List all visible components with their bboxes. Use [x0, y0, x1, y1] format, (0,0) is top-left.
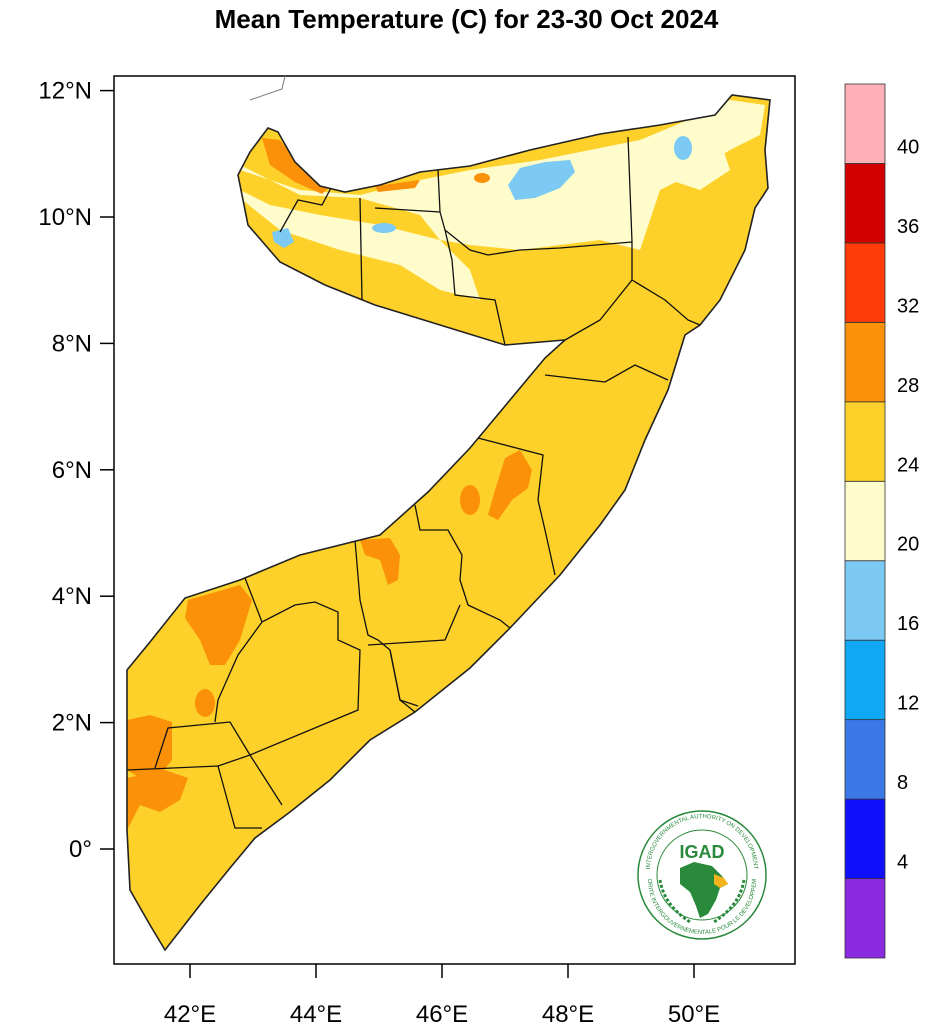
colorbar-bin — [844, 878, 886, 959]
colorbar-label: 28 — [897, 375, 919, 397]
colorbar-label: 16 — [897, 613, 919, 635]
colorbar-label: 20 — [897, 534, 919, 556]
colorbar-label: 32 — [897, 295, 919, 317]
lat-tick-label: 8°N — [52, 330, 92, 357]
colorbar: 4 8 12 16 20 24 28 32 36 40 — [844, 83, 919, 959]
map-title: Mean Temperature (C) for 23-30 Oct 2024 — [214, 4, 719, 34]
colorbar-bin — [844, 242, 886, 323]
colorbar-label: 12 — [897, 693, 919, 715]
lon-tick-label: 50°E — [668, 1001, 720, 1028]
colorbar-bin — [844, 719, 886, 800]
lat-tick-label: 6°N — [52, 457, 92, 484]
colorbar-label: 36 — [897, 216, 919, 238]
field-zone-28-32-southwest — [127, 715, 172, 778]
colorbar-bin — [844, 639, 886, 721]
field-zone-16-20-c — [372, 223, 396, 233]
region-boundaries — [127, 136, 701, 829]
colorbar-label: 8 — [897, 772, 908, 794]
colorbar-bin — [844, 163, 886, 244]
field-zone-28-32-north — [375, 180, 420, 192]
lat-tick-label: 10°N — [38, 204, 92, 231]
field-zone-28-32-west — [185, 585, 252, 665]
colorbar-label: 40 — [897, 136, 919, 158]
lon-axis: 42°E 44°E 46°E 48°E 50°E — [164, 964, 720, 1028]
field-zone-28-32-south-b — [195, 689, 215, 717]
horn-of-africa-highlight-icon — [714, 874, 728, 888]
field-zone-20-24-northeast — [640, 130, 730, 190]
lon-tick-label: 44°E — [290, 1001, 342, 1028]
field-zone-28-32-east-b — [460, 485, 480, 515]
field-zone-16-20-b — [674, 136, 692, 160]
field-zone-28-32-north-b — [474, 173, 490, 183]
field-zone-28-32-east — [488, 450, 532, 520]
field-zone-20-24-northwest — [230, 190, 480, 300]
field-zone-28-32-central — [360, 538, 400, 585]
lat-tick-label: 0° — [69, 836, 92, 863]
lat-tick-label: 2°N — [52, 710, 92, 737]
colorbar-bin — [844, 83, 886, 164]
logo-acronym: IGAD — [680, 842, 725, 862]
colorbar-bin — [844, 798, 886, 879]
field-zone-28-32-south — [127, 770, 188, 830]
lon-tick-label: 46°E — [416, 1001, 468, 1028]
laurel-right-icon — [713, 879, 746, 924]
colorbar-bin — [844, 560, 886, 641]
colorbar-label: 4 — [897, 852, 908, 874]
colorbar-bin — [844, 321, 886, 403]
lat-axis: 12°N 10°N 8°N 6°N 4°N 2°N 0° — [38, 78, 114, 863]
lon-tick-label: 48°E — [542, 1001, 594, 1028]
lon-tick-label: 42°E — [164, 1001, 216, 1028]
field-zone-16-20-d — [272, 228, 294, 248]
laurel-left-icon — [658, 879, 691, 924]
lat-tick-label: 12°N — [38, 78, 92, 105]
colorbar-bin — [844, 401, 886, 482]
field-zone-16-20-a — [508, 160, 575, 200]
colorbar-label: 24 — [897, 454, 919, 476]
logo-inner-ring — [656, 829, 748, 921]
lat-tick-label: 4°N — [52, 583, 92, 610]
colorbar-bin — [844, 480, 886, 562]
neighbor-border — [249, 75, 286, 101]
